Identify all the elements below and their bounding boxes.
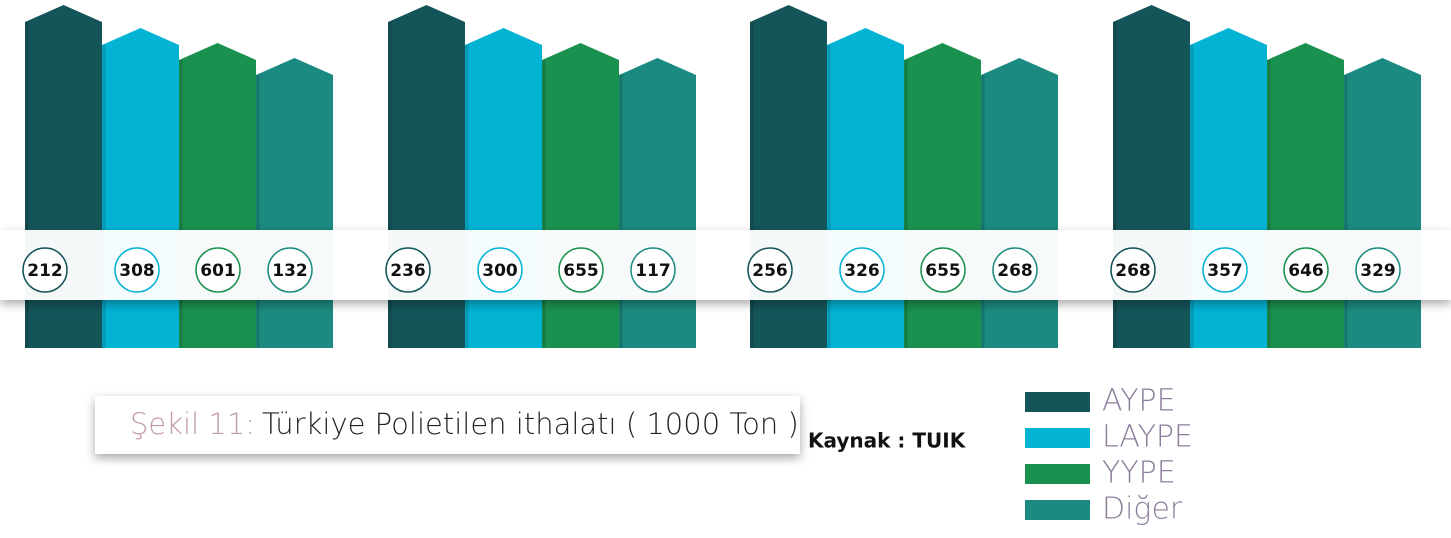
value-label: 326 [844,261,880,281]
bar [542,43,619,348]
value-badge [22,247,68,293]
bar [981,58,1058,348]
value-label: 308 [119,261,155,281]
value-badge [920,247,966,293]
legend-label: AYPE [1102,384,1176,419]
value-badge [558,247,604,293]
value-label: 601 [200,261,236,281]
value-badge [1355,247,1401,293]
caption-box [95,396,800,454]
value-label: 256 [752,261,788,281]
bar [1344,58,1421,348]
value-badge [1110,247,1156,293]
legend-swatch [1025,464,1090,484]
value-label: 268 [1115,261,1151,281]
bar [904,43,981,348]
source: Kaynak : TUIK [808,429,967,453]
value-label: 212 [27,261,63,281]
value-badge [1283,247,1329,293]
legend-swatch [1025,428,1090,448]
value-badge [477,247,523,293]
legend-label: Diğer [1102,492,1183,527]
legend-swatch [1025,500,1090,520]
value-badge [839,247,885,293]
value-badge [267,247,313,293]
value-badge [195,247,241,293]
value-badge [747,247,793,293]
value-badge [1202,247,1248,293]
value-badge [114,247,160,293]
legend-label: LAYPE [1102,420,1193,455]
value-label: 132 [272,261,308,281]
value-label: 655 [925,261,961,281]
value-label: 268 [997,261,1033,281]
bar [256,58,333,348]
bar [179,43,256,348]
value-label: 117 [635,261,671,281]
legend-swatch [1025,392,1090,412]
value-badge [385,247,431,293]
value-badge [992,247,1038,293]
bar [1267,43,1344,348]
value-label: 655 [563,261,599,281]
legend-label: YYPE [1102,456,1176,491]
value-label: 236 [390,261,426,281]
badges: 212 308 601 132 236 300 655 117 256 326 655 268 268 3… [22,247,1401,293]
value-label: 329 [1360,261,1396,281]
value-label: 357 [1207,261,1243,281]
caption-label: Şekil 11: [130,407,255,441]
value-label: 646 [1288,261,1324,281]
bar [619,58,696,348]
caption-text: Türkiye Polietilen ithalatı ( 1000 Ton ) [262,407,799,441]
value-label: 300 [482,261,518,281]
value-badge [630,247,676,293]
